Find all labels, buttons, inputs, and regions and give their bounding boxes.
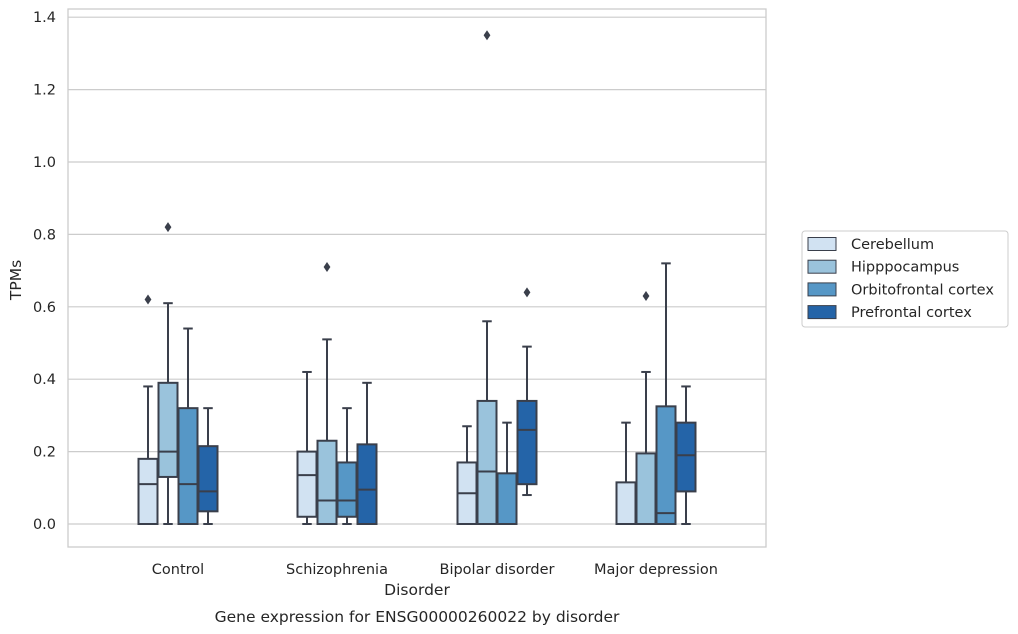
outlier-point: [323, 261, 331, 272]
legend-label: Prefrontal cortex: [851, 305, 972, 321]
box-2-0: [177, 327, 199, 525]
outlier-point: [642, 290, 650, 301]
legend-swatch: [807, 282, 837, 297]
box-series: [137, 30, 697, 526]
y-tick-label: 0.4: [33, 372, 56, 388]
legend-label: Hipppocampus: [851, 260, 959, 276]
y-axis-label: TPMs: [7, 260, 25, 301]
legend-frame: [801, 230, 1009, 328]
box-body: [316, 439, 338, 525]
x-tick-labels: Control Schizophrenia Bipolar disorder Majo…: [152, 562, 718, 578]
legend-swatch: [807, 305, 837, 320]
legend-label: Cerebellum: [851, 237, 934, 253]
y-tick-labels: 0.0 0.2 0.4 0.6 0.8 1.0 1.2 1.4: [33, 10, 56, 533]
y-tick-label: 0.6: [33, 300, 56, 316]
legend-swatch: [807, 237, 837, 251]
box-body: [177, 407, 199, 525]
box-2-2: [496, 421, 518, 526]
box-0-1: [296, 370, 318, 525]
legend-item: Orbitofrontal cortex: [807, 282, 994, 298]
x-tick-label: Bipolar disorder: [440, 562, 555, 578]
box-1-1: [316, 261, 338, 525]
legend-swatch: [807, 259, 837, 274]
y-tick-label: 0.0: [33, 517, 56, 533]
legend-item: Hipppocampus: [807, 259, 959, 276]
box-3-0: [197, 407, 219, 525]
box-body: [197, 445, 219, 513]
box-0-2: [456, 425, 478, 525]
box-body: [655, 405, 677, 526]
x-axis-label: Disorder: [384, 581, 450, 599]
box-body: [635, 452, 657, 525]
y-tick-label: 0.2: [33, 445, 56, 461]
box-2-3: [655, 262, 677, 526]
box-body: [496, 472, 518, 526]
outlier-point: [144, 294, 152, 305]
y-tick-label: 1.4: [33, 10, 56, 26]
chart-caption: Gene expression for ENSG00000260022 by d…: [215, 608, 620, 626]
legend-item: Cerebellum: [807, 237, 934, 253]
box-body: [296, 450, 318, 518]
x-tick-label: Major depression: [594, 562, 718, 578]
legend-label: Orbitofrontal cortex: [851, 282, 994, 298]
box-0-0: [137, 294, 159, 525]
y-tick-label: 0.8: [33, 227, 56, 243]
outlier-point: [483, 30, 491, 41]
box-3-2: [516, 287, 538, 497]
x-tick-label: Control: [152, 562, 204, 578]
box-3-3: [675, 385, 697, 525]
box-0-3: [615, 421, 637, 525]
y-tick-label: 1.2: [33, 83, 56, 99]
legend: Cerebellum Hipppocampus Orbitofrontal cort…: [801, 230, 1009, 328]
box-1-0: [157, 222, 179, 525]
box-body: [516, 399, 538, 486]
box-body: [157, 381, 179, 478]
box-body: [476, 399, 498, 526]
outlier-point: [164, 222, 172, 233]
legend-items: Cerebellum Hipppocampus Orbitofrontal cort…: [807, 237, 994, 321]
box-body: [137, 457, 159, 525]
legend-item: Prefrontal cortex: [807, 305, 972, 321]
box-body: [356, 443, 378, 525]
box-body: [675, 421, 697, 493]
box-body: [336, 461, 358, 518]
x-tick-label: Schizophrenia: [286, 562, 388, 578]
box-1-3: [635, 290, 657, 525]
series-orbitofrontal-cortex: [177, 262, 677, 526]
series-cerebellum: [137, 294, 637, 525]
y-tick-label: 1.0: [33, 155, 56, 171]
series-prefrontal-cortex: [197, 287, 697, 525]
box-body: [615, 481, 637, 525]
box-1-2: [476, 30, 498, 526]
box-2-1: [336, 407, 358, 525]
box-3-1: [356, 381, 378, 525]
outlier-point: [523, 287, 531, 298]
series-hipppocampus: [157, 30, 657, 526]
plot-frame: [67, 8, 767, 548]
